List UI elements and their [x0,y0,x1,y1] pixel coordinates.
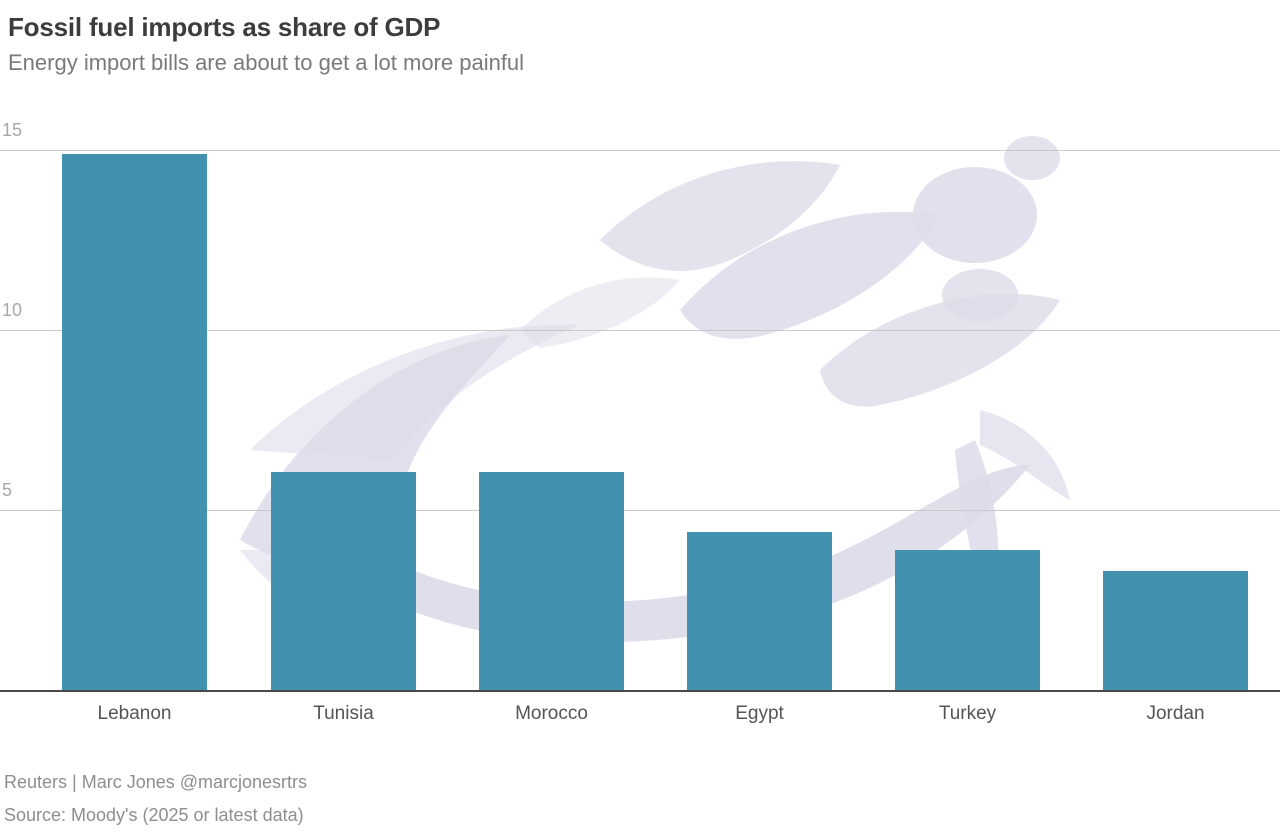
ytick-label-15: 15 [2,120,23,140]
ytick-label-10: 10 [2,300,23,320]
bar-jordan[interactable] [1103,571,1248,690]
bar-egypt[interactable] [687,531,832,690]
category-label-lebanon: Lebanon [97,703,172,724]
chart-credit: Reuters | Marc Jones @marcjonesrtrs [4,772,308,792]
category-label-egypt: Egypt [735,703,784,724]
bar-turkey[interactable] [895,549,1040,690]
category-label-turkey: Turkey [938,703,997,724]
gridline-10 [0,330,1280,331]
bar-morocco[interactable] [479,472,624,690]
chart-header: Fossil fuel imports as share of GDP Ener… [0,0,1280,80]
category-label-morocco: Morocco [515,703,588,724]
chart-source: Source: Moody's (2025 or latest data) [4,805,304,825]
chart-title: Fossil fuel imports as share of GDP [8,12,441,42]
chart-subtitle: Energy import bills are about to get a l… [8,50,525,75]
bar-tunisia[interactable] [271,472,416,690]
bar-lebanon[interactable] [62,153,207,690]
gridline-15 [0,150,1280,151]
category-label-tunisia: Tunisia [313,703,374,724]
ytick-label-5: 5 [2,480,13,500]
category-label-jordan: Jordan [1146,703,1205,724]
chart-footer: Reuters | Marc Jones @marcjonesrtrs Sour… [4,766,1280,832]
gridline-5 [0,510,1280,511]
chart-plot-area: 15 10 5 Lebanon Tunisia Morocco Egypt Tu… [0,120,1280,724]
x-axis-baseline [0,690,1280,692]
